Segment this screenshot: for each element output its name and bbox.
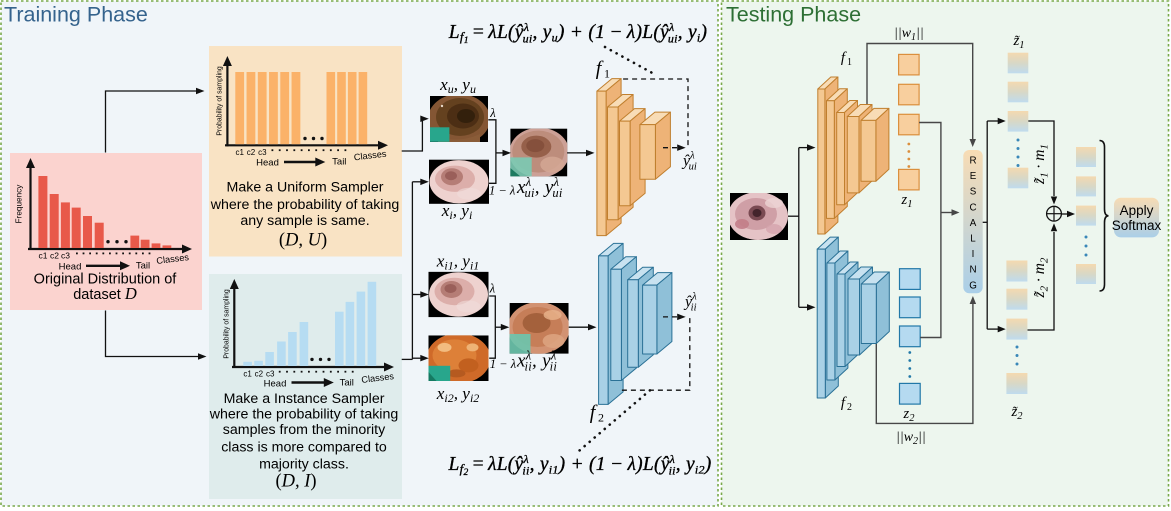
svg-text:f: f: [596, 58, 604, 80]
svg-text:λ: λ: [489, 282, 496, 296]
svg-text:samples from the minority: samples from the minority: [223, 422, 386, 438]
svg-text:(D, I): (D, I): [275, 472, 316, 492]
svg-text:2: 2: [847, 402, 852, 413]
svg-text:N: N: [969, 265, 976, 276]
svg-text:Probability of sampling: Probability of sampling: [224, 289, 231, 358]
svg-text:where the probability of takin: where the probability of taking: [210, 197, 400, 213]
svg-text:(D, U): (D, U): [279, 231, 327, 251]
svg-text:||w1||: ||w1||: [894, 26, 924, 43]
svg-text:Tail: Tail: [332, 157, 346, 168]
svg-text:I: I: [972, 249, 975, 260]
svg-text:Head: Head: [59, 262, 82, 273]
svg-text:Frequency: Frequency: [15, 184, 24, 224]
svg-text:2: 2: [598, 411, 604, 425]
svg-text:where the probability of takin: where the probability of taking: [209, 407, 399, 423]
svg-text:c3: c3: [61, 251, 70, 261]
svg-text:C: C: [969, 202, 976, 213]
svg-text:f: f: [590, 402, 598, 424]
svg-text:c2: c2: [255, 370, 264, 379]
svg-text:majority class.: majority class.: [259, 457, 349, 473]
svg-text:f: f: [841, 50, 847, 66]
svg-text:Classes: Classes: [361, 371, 395, 385]
svg-text:1 − λ: 1 − λ: [490, 357, 517, 371]
svg-text:λ: λ: [489, 106, 496, 120]
svg-text:Head: Head: [256, 158, 279, 169]
svg-text:Classes: Classes: [353, 149, 387, 163]
svg-text:dataset D: dataset D: [73, 284, 137, 303]
svg-text:c2: c2: [247, 148, 256, 157]
svg-text:||w2||: ||w2||: [896, 430, 926, 447]
svg-text:Make a Uniform Sampler: Make a Uniform Sampler: [227, 180, 384, 196]
svg-text:c1: c1: [39, 251, 48, 261]
svg-text:Probability of sampling: Probability of sampling: [217, 66, 224, 135]
svg-text:c3: c3: [266, 370, 275, 379]
svg-text:Make a Instance Sampler: Make a Instance Sampler: [224, 391, 385, 407]
svg-text:f: f: [841, 395, 847, 411]
svg-text:z̃1 · m1: z̃1 · m1: [1031, 144, 1051, 185]
svg-text:Testing Phase: Testing Phase: [726, 3, 861, 27]
svg-text:Training Phase: Training Phase: [4, 3, 148, 27]
svg-text:Apply: Apply: [1120, 203, 1154, 218]
svg-text:c1: c1: [243, 370, 252, 379]
svg-text:class is more compared to: class is more compared to: [221, 439, 387, 455]
svg-text:any sample is same.: any sample is same.: [240, 213, 369, 229]
svg-text:S: S: [970, 187, 977, 198]
svg-text:G: G: [969, 280, 977, 291]
svg-text:Tail: Tail: [340, 378, 354, 389]
svg-text:Tail: Tail: [136, 261, 150, 272]
svg-text:1: 1: [604, 67, 610, 81]
svg-text:c1: c1: [235, 148, 244, 157]
svg-text:L: L: [970, 234, 976, 245]
svg-text:c3: c3: [258, 148, 267, 157]
svg-text:1: 1: [847, 57, 852, 68]
svg-text:Original Distribution of: Original Distribution of: [34, 272, 178, 288]
svg-text:1 − λ: 1 − λ: [489, 184, 516, 198]
svg-text:c2: c2: [50, 251, 59, 261]
svg-text:R: R: [969, 156, 976, 167]
svg-text:Head: Head: [264, 379, 287, 390]
svg-text:Softmax: Softmax: [1112, 218, 1162, 233]
svg-text:xi, yi: xi, yi: [441, 201, 473, 222]
svg-text:z1: z1: [901, 192, 913, 210]
svg-text:E: E: [970, 171, 977, 182]
svg-text:A: A: [970, 218, 977, 229]
svg-text:z̃2 · m2: z̃2 · m2: [1031, 257, 1051, 298]
svg-text:Classes: Classes: [156, 252, 190, 266]
